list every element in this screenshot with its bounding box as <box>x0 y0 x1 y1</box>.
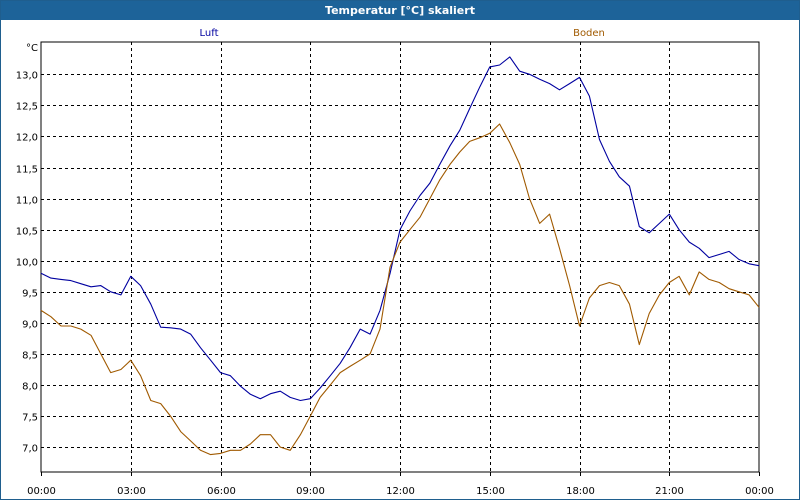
x-tick-time: 06:00 <box>207 486 236 497</box>
y-tick-label: 12,0 <box>16 133 38 144</box>
x-tick-time: 15:00 <box>476 486 505 497</box>
x-tick-time: 00:00 <box>745 486 774 497</box>
x-tick-time: 00:00 <box>27 486 56 497</box>
window-title: Temperatur [°C] skaliert <box>1 1 799 20</box>
series-line-boden <box>40 123 760 456</box>
x-tick-time: 21:00 <box>655 486 684 497</box>
y-tick-label: 9,0 <box>22 320 38 331</box>
y-tick-label: 11,5 <box>16 165 38 176</box>
temperature-chart: 7,0 7,5 8,0 8,5 9,0 9,5 10,0 10,5 11,0 11,5 12,0 12… <box>16 28 774 497</box>
y-tick-label: 7,5 <box>22 413 38 424</box>
series-line-luft <box>40 56 760 402</box>
x-tick-time: 12:00 <box>386 486 415 497</box>
y-tick-label: 8,0 <box>22 382 38 393</box>
plot-frame <box>40 41 760 473</box>
y-axis-unit: °C <box>26 43 38 54</box>
legend-boden: Boden <box>573 28 605 39</box>
x-tick-time: 03:00 <box>117 486 146 497</box>
y-tick-label: 12,5 <box>16 102 38 113</box>
y-tick-label: 7,0 <box>22 444 38 455</box>
y-tick-label: 10,5 <box>16 227 38 238</box>
y-tick-label: 13,0 <box>16 71 38 82</box>
y-tick-label: 10,0 <box>16 258 38 269</box>
y-tick-label: 9,5 <box>22 289 38 300</box>
x-tick-time: 18:00 <box>566 486 595 497</box>
legend-luft: Luft <box>200 28 219 39</box>
x-tick-time: 09:00 <box>296 486 325 497</box>
y-tick-label: 11,0 <box>16 196 38 207</box>
y-tick-label: 8,5 <box>22 351 38 362</box>
